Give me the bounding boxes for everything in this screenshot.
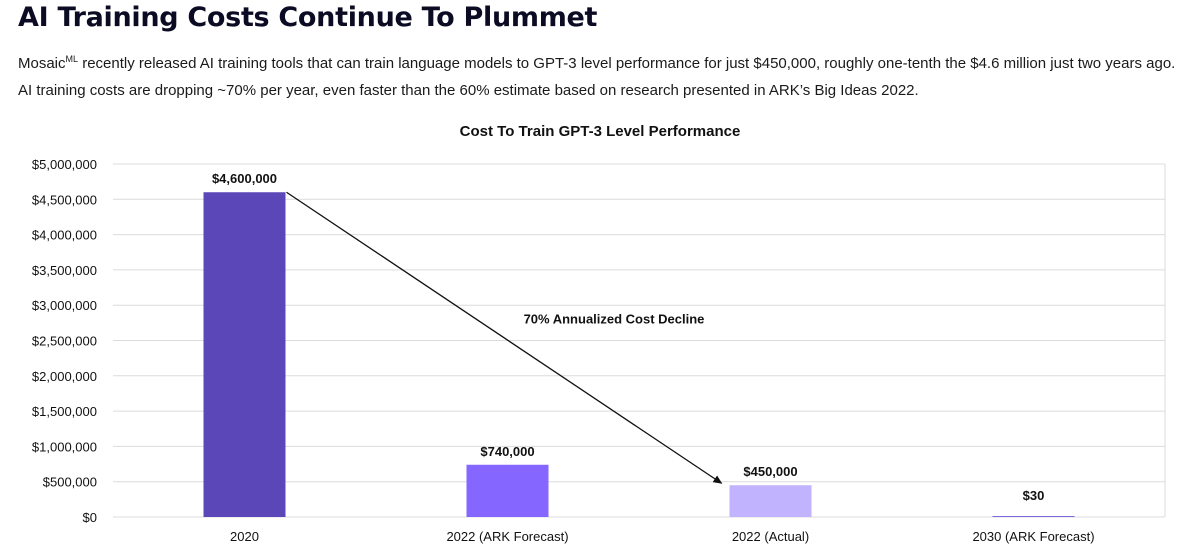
bar — [203, 192, 286, 518]
y-axis-ticks: $0 $500,000 $1,000,000 $1,500,000 $2,000,000… — [32, 157, 97, 525]
y-tick-label: $0 — [83, 510, 97, 525]
description-text: MosaicML recently released AI training t… — [18, 46, 1183, 104]
y-tick-label: $3,500,000 — [32, 263, 97, 278]
page-title: AI Training Costs Continue To Plummet — [18, 2, 598, 33]
bar — [992, 516, 1075, 517]
y-tick-label: $4,500,000 — [32, 192, 97, 207]
decline-annotation: 70% Annualized Cost Decline — [524, 312, 705, 327]
bar — [466, 464, 549, 517]
x-tick-label: 2022 (Actual) — [732, 529, 809, 544]
x-tick-label: 2022 (ARK Forecast) — [446, 529, 568, 544]
x-tick-label: 2030 (ARK Forecast) — [972, 529, 1094, 544]
y-tick-label: $4,000,000 — [32, 228, 97, 243]
x-axis-labels: 2020 2022 (ARK Forecast) 2022 (Actual) 2030… — [230, 529, 1095, 544]
chart-bars: $4,600,000 $740,000 $450,000 $30 — [203, 171, 1075, 518]
x-tick-label: 2020 — [230, 529, 259, 544]
data-label: $4,600,000 — [212, 171, 277, 186]
bar — [729, 485, 812, 517]
chart-annotation-group: 70% Annualized Cost Decline — [286, 191, 723, 484]
y-tick-label: $2,500,000 — [32, 334, 97, 349]
brand-superscript: ML — [65, 54, 79, 64]
brand-name: Mosaic — [18, 55, 66, 72]
y-tick-label: $3,000,000 — [32, 298, 97, 313]
y-tick-label: $2,000,000 — [32, 369, 97, 384]
y-tick-label: $1,000,000 — [32, 439, 97, 454]
y-tick-label: $5,000,000 — [32, 157, 97, 172]
decline-arrow — [286, 191, 723, 484]
chart-title: Cost To Train GPT-3 Level Performance — [460, 123, 741, 140]
data-label: $740,000 — [480, 444, 534, 459]
data-label: $30 — [1023, 488, 1045, 503]
y-tick-label: $500,000 — [43, 475, 97, 490]
chart-gridlines — [113, 163, 1166, 518]
description-body: recently released AI training tools that… — [18, 55, 1176, 99]
y-tick-label: $1,500,000 — [32, 404, 97, 419]
data-label: $450,000 — [743, 464, 797, 479]
